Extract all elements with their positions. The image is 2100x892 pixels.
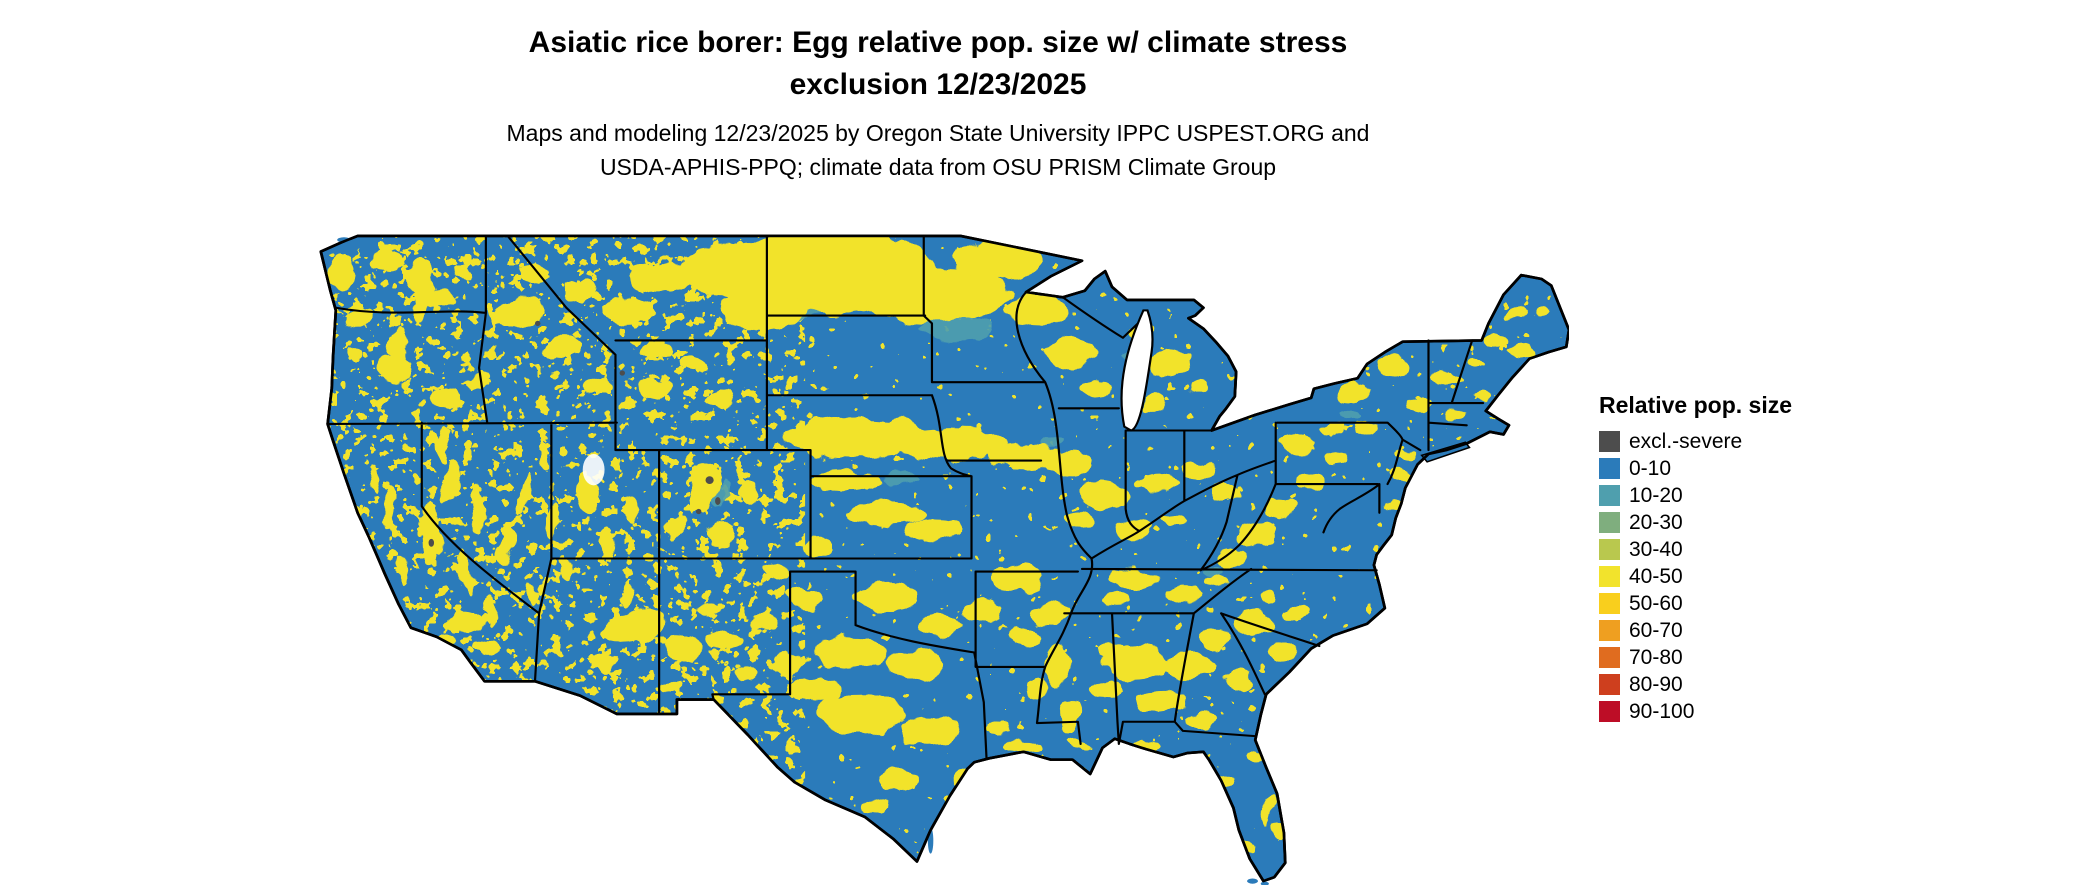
legend-label: 90-100 [1629,700,1695,723]
exclusion-dots [428,320,721,547]
map-title: Asiatic rice borer: Egg relative pop. si… [0,22,1876,106]
legend-title: Relative pop. size [1599,392,1793,418]
legend-label: 40-50 [1629,565,1683,588]
header: Asiatic rice borer: Egg relative pop. si… [0,22,1876,184]
legend-item: 10-20 [1599,482,1879,509]
legend-label: 20-30 [1629,511,1683,534]
legend-label: 60-70 [1629,619,1683,642]
lake-michigan [1120,309,1154,432]
conus-map-svg [319,234,1569,885]
legend-swatch [1599,512,1620,533]
legend-item: 40-50 [1599,563,1879,590]
map-title-line2: exclusion 12/23/2025 [789,68,1087,101]
legend-label: 50-60 [1629,592,1683,615]
legend-item: 30-40 [1599,536,1879,563]
legend-label: 80-90 [1629,673,1683,696]
legend-swatch [1599,485,1620,506]
legend-swatch [1599,566,1620,587]
state-borders [326,234,1485,760]
map-title-line1: Asiatic rice borer: Egg relative pop. si… [528,26,1348,59]
legend-item: 60-70 [1599,617,1879,644]
legend-label: 10-20 [1629,484,1683,507]
map-subtitle-line2: USDA-APHIS-PPQ; climate data from OSU PR… [599,154,1277,180]
legend-swatch [1599,647,1620,668]
map-subtitle: Maps and modeling 12/23/2025 by Oregon S… [0,116,1876,184]
legend-swatch [1599,458,1620,479]
legend-item: 0-10 [1599,455,1879,482]
legend-items: excl.-severe 0-10 10-20 20-30 30-40 40-50 50-6… [1599,428,1879,725]
legend-swatch [1599,674,1620,695]
yellow-hotspots [327,235,1552,849]
map-subtitle-line1: Maps and modeling 12/23/2025 by Oregon S… [506,120,1370,146]
legend-item: excl.-severe [1599,428,1879,455]
great-salt-lake [582,454,605,486]
legend-swatch [1599,431,1620,452]
legend: Relative pop. size excl.-severe 0-10 10-20… [1599,392,1879,725]
legend-label: excl.-severe [1629,430,1743,453]
legend-swatch [1599,539,1620,560]
legend-item: 90-100 [1599,698,1879,725]
legend-item: 50-60 [1599,590,1879,617]
legend-swatch [1599,701,1620,722]
legend-swatch [1599,593,1620,614]
legend-swatch [1599,620,1620,641]
legend-item: 20-30 [1599,509,1879,536]
legend-label: 30-40 [1629,538,1683,561]
legend-label: 0-10 [1629,457,1672,480]
legend-item: 80-90 [1599,671,1879,698]
legend-label: 70-80 [1629,646,1683,669]
legend-item: 70-80 [1599,644,1879,671]
conus-map [314,232,1569,885]
